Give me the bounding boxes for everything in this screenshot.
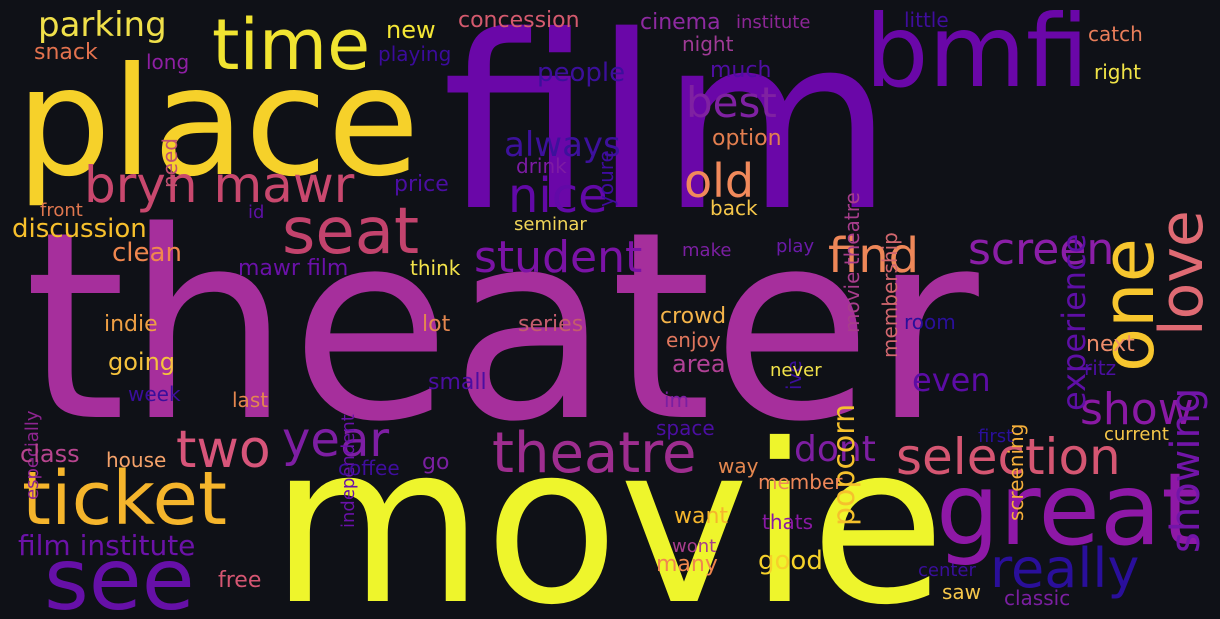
- word-clean: clean: [112, 238, 182, 268]
- word-show: show: [1080, 384, 1194, 435]
- word-seat: seat: [282, 195, 420, 269]
- word-bryn-mawr: bryn mawr: [84, 156, 355, 214]
- word-always: always: [504, 125, 621, 165]
- word-best: best: [686, 78, 777, 127]
- word-series: series: [518, 312, 584, 337]
- word-front: front: [40, 200, 83, 221]
- word-classic: classic: [1004, 586, 1071, 610]
- word-indie: indie: [104, 312, 158, 337]
- word-find: find: [828, 228, 920, 284]
- word-think: think: [410, 256, 461, 280]
- word-showing: showing: [1163, 387, 1209, 553]
- word-even: even: [912, 361, 991, 399]
- word-theatre: theatre: [492, 421, 697, 486]
- word-screen: screen: [968, 224, 1115, 275]
- word-dont: dont: [794, 429, 876, 470]
- word-right: right: [1094, 60, 1141, 84]
- word-first: first: [978, 426, 1014, 447]
- word-play: play: [776, 236, 815, 257]
- word-mawr-film: mawr film: [238, 256, 349, 281]
- word-house: house: [106, 448, 167, 472]
- word-movie-theatre: movie theatre: [840, 192, 864, 333]
- word-drink: drink: [516, 154, 567, 178]
- word-wont: wont: [672, 536, 717, 557]
- word-small: small: [428, 370, 487, 395]
- word-experience: experience: [1055, 233, 1093, 411]
- word-people: people: [537, 58, 626, 88]
- word-year: year: [282, 412, 390, 468]
- word-free: free: [218, 568, 262, 593]
- word-love: love: [1147, 210, 1217, 336]
- word-concession: concession: [458, 8, 580, 33]
- word-last: last: [232, 388, 269, 412]
- word-id: id: [248, 202, 265, 223]
- word-youre: youre: [594, 150, 618, 207]
- word-discussion: discussion: [12, 214, 147, 244]
- word-selection: selection: [896, 428, 1121, 486]
- word-student: student: [474, 232, 643, 283]
- word-current: current: [1104, 424, 1169, 445]
- word-institute: institute: [736, 12, 811, 33]
- word-next: next: [1086, 332, 1135, 357]
- word-catch: catch: [1088, 22, 1143, 46]
- word-center: center: [918, 560, 976, 581]
- word-parking: parking: [38, 5, 167, 45]
- word-two: two: [176, 420, 271, 480]
- word-week: week: [128, 382, 181, 406]
- word-movie: movie: [270, 397, 946, 619]
- word-good: good: [758, 546, 823, 576]
- word-lot: lot: [422, 312, 451, 337]
- word-membership: membership: [878, 232, 902, 358]
- word-old: old: [684, 154, 755, 208]
- word-snack: snack: [34, 40, 98, 65]
- word-long: long: [146, 50, 190, 74]
- word-member: member: [758, 470, 843, 494]
- word-cinema: cinema: [640, 10, 721, 35]
- word-seminar: seminar: [514, 214, 587, 235]
- word-night: night: [682, 32, 734, 56]
- word-never: never: [770, 360, 822, 381]
- word-bmfi: bmfi: [865, 0, 1089, 110]
- word-going: going: [108, 348, 176, 376]
- word-film-institute: film institute: [18, 529, 196, 562]
- word-thats: thats: [762, 510, 814, 534]
- word-great: great: [936, 451, 1201, 568]
- word-coffee: coffee: [338, 456, 400, 480]
- word-theater: theater: [24, 177, 979, 479]
- word-ticket: ticket: [22, 456, 228, 542]
- word-little: little: [904, 8, 949, 32]
- word-much: much: [710, 58, 772, 83]
- word-back: back: [710, 196, 758, 220]
- word-need: need: [158, 138, 182, 188]
- word-crowd: crowd: [660, 304, 727, 329]
- word-film: film: [442, 0, 894, 264]
- word-make: make: [682, 240, 732, 261]
- word-nice: nice: [508, 168, 608, 224]
- word-im: im: [664, 388, 690, 412]
- word-ritz: ritz: [1084, 356, 1117, 380]
- word-time: time: [212, 4, 371, 86]
- word-see: see: [44, 530, 195, 619]
- word-space: space: [656, 416, 715, 440]
- word-go: go: [422, 450, 450, 475]
- word-way: way: [718, 454, 759, 478]
- word-want: want: [674, 504, 729, 529]
- word-enjoy: enjoy: [666, 328, 721, 352]
- word-option: option: [712, 126, 782, 151]
- word-room: room: [904, 310, 956, 334]
- word-popcorn: popcorn: [827, 403, 862, 526]
- word-really: really: [990, 537, 1140, 600]
- word-class: class: [20, 440, 80, 468]
- word-playing: playing: [378, 42, 452, 66]
- word-place: place: [16, 36, 420, 210]
- word-area: area: [672, 350, 726, 378]
- word-new: new: [386, 16, 436, 44]
- word-many: many: [656, 552, 718, 577]
- word-saw: saw: [942, 580, 982, 604]
- word-price: price: [394, 172, 449, 197]
